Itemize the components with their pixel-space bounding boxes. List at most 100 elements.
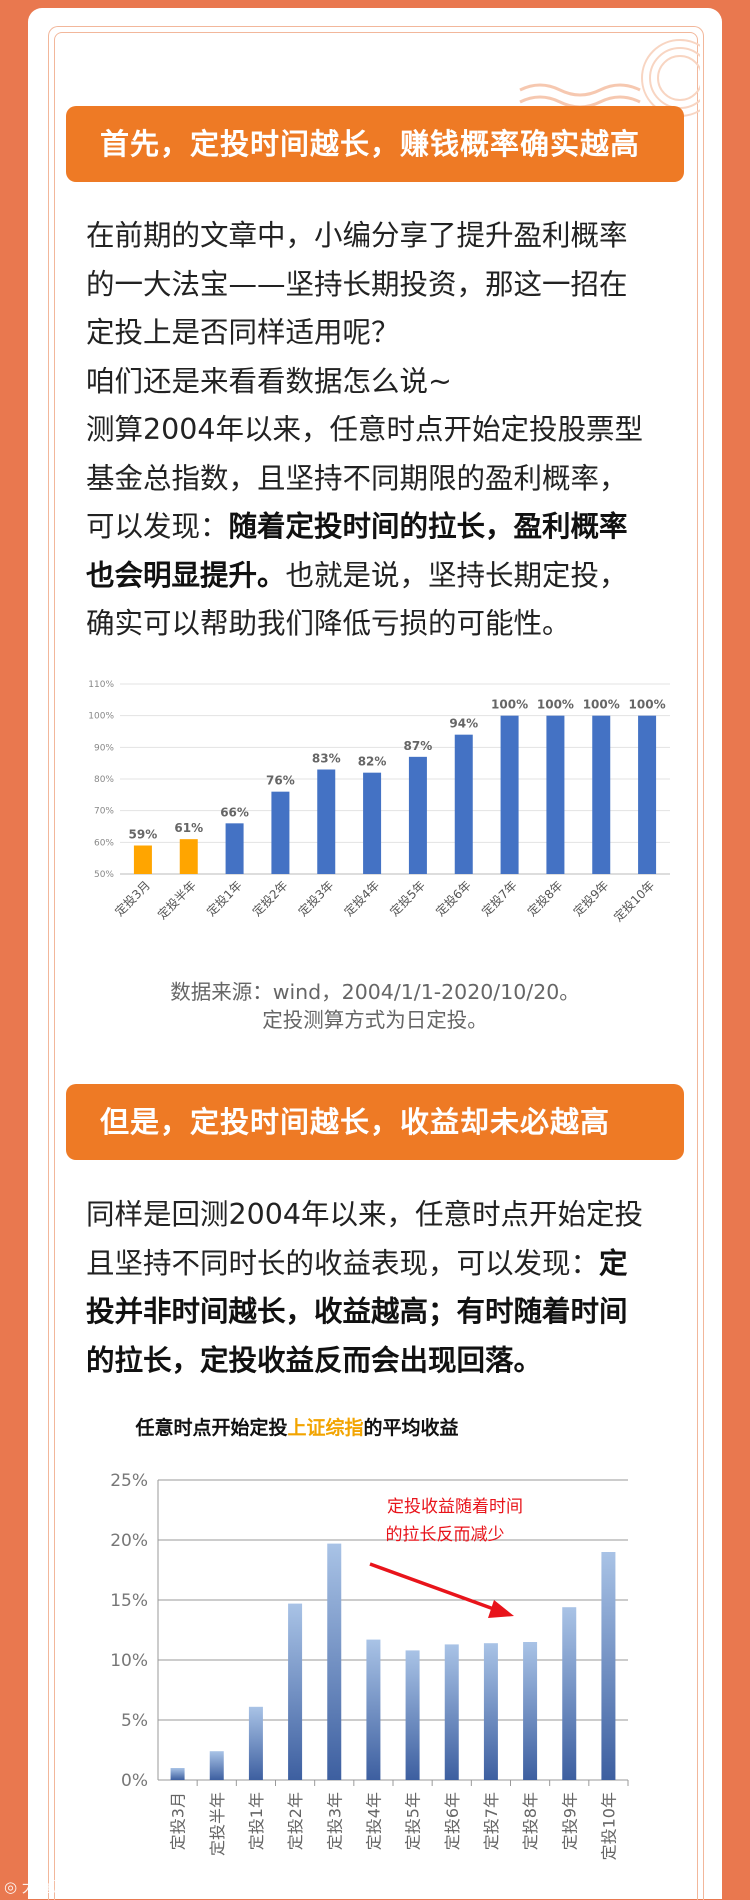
para-line: 基金总指数，且坚持不同期限的盈利概率， — [86, 461, 628, 495]
para-bold-text: 投并非时间越长，收益越高；有时随着时间 — [86, 1295, 628, 1328]
x-tick-label: 定投2年 — [286, 1792, 305, 1850]
bar — [366, 1639, 381, 1780]
frame-line-outer — [48, 26, 704, 1900]
x-tick-label: 定投5年 — [404, 1792, 423, 1850]
annotation-text: 的拉长反而减少 — [386, 1525, 505, 1545]
data-label: 61% — [174, 821, 203, 835]
para-text: 可以发现： — [86, 510, 229, 543]
x-tick-label: 定投9年 — [570, 878, 611, 919]
section2-banner: 但是，定投时间越长，收益却未必越高 — [66, 1084, 684, 1160]
bar — [405, 1650, 420, 1780]
para-line: 也会明显提升。也就是说，坚持长期定投， — [86, 552, 676, 601]
y-tick-label: 20% — [110, 1531, 148, 1551]
arrowhead-icon — [488, 1600, 514, 1618]
chart-title-highlight: 上证综指 — [287, 1416, 363, 1439]
para-line: 同样是回测2004年以来，任意时点开始定投 — [86, 1198, 644, 1231]
y-tick-label: 60% — [94, 838, 114, 848]
x-tick-label: 定投2年 — [249, 878, 290, 919]
y-tick-label: 10% — [110, 1651, 148, 1671]
bar — [408, 756, 427, 874]
bar — [209, 1751, 224, 1780]
bar — [133, 845, 152, 874]
bar — [225, 823, 244, 874]
watermark-text: 大鱼财经 — [21, 1878, 82, 1896]
para-line: 可以发现：随着定投时间的拉长，盈利概率 — [86, 503, 676, 552]
x-tick-label: 定投半年 — [154, 878, 199, 923]
profit-probability-chart: 50% 60% 70% 80% 90% 100% 110% 59% 定投3月 61% 定投半年 66%… — [88, 680, 670, 924]
x-tick-label: 定投3月 — [112, 878, 153, 919]
chart-title-part: 的平均收益 — [364, 1416, 459, 1439]
section1-banner: 首先，定投时间越长，赚钱概率确实越高 — [66, 106, 684, 182]
bar — [179, 839, 198, 874]
chart-title: 任意时点开始定投上证综指的平均收益 — [134, 1416, 458, 1439]
para-line: 定投上是否同样适用呢？ — [86, 316, 400, 349]
wave-decoration — [519, 39, 700, 120]
x-tick-label: 定投3年 — [325, 1792, 344, 1850]
watermark-logo-icon: ◎ — [4, 1878, 22, 1896]
x-tick-label: 定投6年 — [432, 878, 473, 919]
x-tick-label: 定投1年 — [203, 878, 244, 919]
y-tick-label: 0% — [121, 1771, 148, 1791]
x-tick-label: 定投10年 — [599, 1792, 618, 1860]
para-line: 且坚持不同时长的收益表现，可以发现：定 — [86, 1240, 676, 1289]
para-line: 确实可以帮助我们降低亏损的可能性。 — [86, 607, 571, 640]
bar — [546, 715, 565, 874]
y-tick-label: 5% — [121, 1711, 148, 1731]
y-tick-label: 70% — [94, 807, 114, 817]
chart-title-part: 任意时点开始定投 — [134, 1416, 287, 1439]
x-tick-label: 定投4年 — [341, 878, 382, 919]
section2-paragraph: 同样是回测2004年以来，任意时点开始定投 且坚持不同时长的收益表现，可以发现：… — [86, 1191, 676, 1385]
x-tick-label: 定投8年 — [521, 1792, 540, 1850]
bar — [523, 1642, 538, 1780]
bar — [327, 1543, 342, 1780]
bar — [363, 772, 382, 874]
arrow-icon — [369, 1562, 503, 1614]
y-tick-label: 25% — [110, 1471, 148, 1491]
bar — [592, 715, 611, 874]
data-label: 100% — [629, 698, 666, 712]
x-tick-label: 定投3月 — [169, 1792, 188, 1850]
x-tick-label: 定投7年 — [478, 878, 519, 919]
x-tick-label: 定投6年 — [443, 1792, 462, 1850]
data-label: 83% — [312, 752, 341, 766]
bar — [601, 1552, 616, 1780]
bar — [500, 715, 519, 874]
y-tick-label: 100% — [88, 712, 114, 722]
x-tick-label: 定投3年 — [295, 878, 336, 919]
para-text: 且坚持不同时长的收益表现，可以发现： — [86, 1246, 600, 1280]
para-bold-text: 定 — [599, 1246, 628, 1280]
y-tick-label: 50% — [94, 870, 114, 880]
data-label: 100% — [537, 698, 574, 712]
para-line: 咱们还是来看看数据怎么说~ — [86, 364, 452, 398]
bar — [317, 769, 336, 874]
bar — [271, 791, 290, 874]
para-bold-text: 随着定投时间的拉长，盈利概率 — [228, 510, 628, 543]
bar — [562, 1607, 577, 1780]
bar — [288, 1603, 303, 1780]
bar — [454, 734, 473, 874]
para-bold-text: 也会明显提升。 — [86, 558, 286, 592]
bar — [170, 1768, 185, 1780]
y-tick-label: 80% — [94, 775, 114, 785]
data-label: 76% — [266, 774, 295, 788]
data-label: 82% — [358, 755, 387, 769]
data-label: 66% — [220, 805, 249, 819]
x-tick-label: 定投5年 — [387, 878, 428, 919]
x-tick-label: 定投7年 — [482, 1792, 501, 1850]
annotation-text: 定投收益随着时间 — [387, 1497, 523, 1517]
x-tick-label: 定投半年 — [208, 1792, 227, 1856]
y-tick-label: 90% — [94, 743, 114, 753]
x-tick-label: 定投8年 — [524, 878, 565, 919]
para-line: 的一大法宝——坚持长期投资，那这一招在 — [86, 267, 628, 301]
data-label: 100% — [583, 698, 620, 712]
para-line: 的拉长，定投收益反而会出现回落。 — [86, 1337, 676, 1386]
data-label: 87% — [404, 739, 433, 753]
y-tick-label: 110% — [88, 680, 114, 690]
section1-paragraph: 在前期的文章中，小编分享了提升盈利概率 的一大法宝——坚持长期投资，那这一招在 … — [86, 212, 676, 649]
para-bold-text: 的拉长，定投收益反而会出现回落。 — [86, 1343, 543, 1377]
source-line: 定投测算方式为日定投。 — [262, 1008, 488, 1032]
para-line: 测算2004年以来，任意时点开始定投股票型 — [86, 413, 644, 446]
para-line: 在前期的文章中，小编分享了提升盈利概率 — [86, 219, 628, 252]
bar — [444, 1644, 459, 1780]
bar — [638, 715, 657, 874]
